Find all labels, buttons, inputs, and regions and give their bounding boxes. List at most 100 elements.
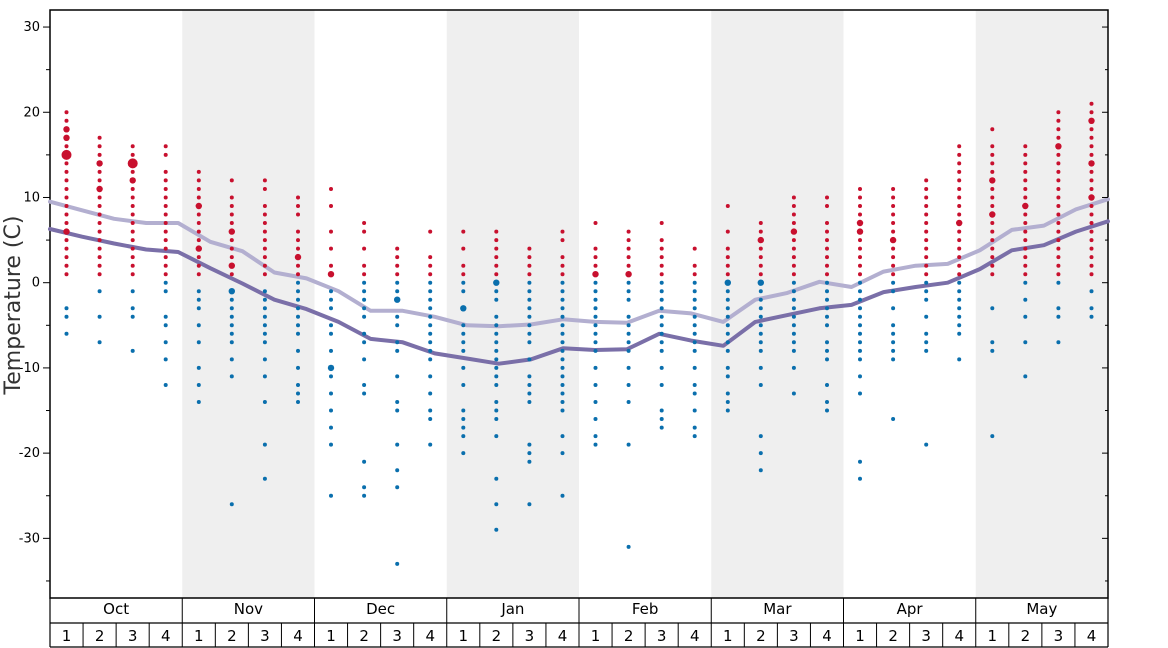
temperature-dot	[957, 306, 962, 311]
temperature-dot	[725, 331, 730, 336]
temperature-dot	[296, 212, 300, 217]
temperature-dot	[97, 204, 102, 208]
temperature-dot	[725, 323, 730, 328]
temperature-dot	[494, 246, 499, 251]
temperature-dot	[957, 331, 962, 336]
temperature-dot	[924, 263, 929, 268]
temperature-dot	[659, 272, 664, 277]
temperature-dot	[228, 228, 235, 235]
temperature-dot	[527, 459, 532, 464]
temperature-dot	[1056, 110, 1061, 115]
temperature-dot	[858, 459, 862, 464]
temperature-dot	[1023, 169, 1028, 174]
temperature-dot	[460, 305, 467, 312]
temperature-dot	[97, 314, 102, 319]
temperature-dot	[924, 331, 929, 336]
temperature-dot	[527, 263, 532, 268]
temperature-dot	[229, 178, 234, 183]
temperature-dot	[560, 408, 565, 413]
temperature-dot	[990, 161, 995, 166]
temperature-dot	[262, 297, 267, 302]
temperature-dot	[97, 212, 102, 217]
temperature-dot	[428, 289, 433, 294]
temperature-dot	[130, 263, 135, 268]
temperature-dot	[791, 340, 796, 345]
temperature-dot	[791, 238, 796, 243]
temperature-dot	[990, 229, 995, 234]
temperature-dot	[395, 255, 400, 260]
temperature-dot	[329, 246, 333, 251]
temperature-dot	[758, 229, 763, 234]
temperature-dot	[659, 417, 664, 421]
temperature-dot	[659, 323, 664, 328]
temperature-dot	[891, 357, 896, 362]
temperature-dot	[593, 383, 598, 387]
temperature-dot	[494, 408, 499, 413]
temperature-dot	[825, 263, 829, 268]
temperature-dot	[493, 279, 500, 286]
temperature-dot	[990, 348, 995, 353]
temperature-dot	[362, 357, 367, 362]
temperature-dot	[560, 391, 565, 396]
temperature-dot	[990, 255, 995, 260]
temperature-dot	[957, 195, 962, 200]
temperature-dot	[1056, 314, 1061, 319]
temperature-dot	[130, 272, 135, 277]
temperature-dot	[494, 357, 499, 362]
temperature-dot	[593, 400, 598, 404]
temperature-dot	[262, 323, 267, 328]
temperature-dot	[97, 144, 102, 149]
temperature-dot	[461, 383, 466, 387]
temperature-dot	[64, 118, 69, 123]
temperature-dot	[957, 246, 962, 251]
temperature-dot	[494, 434, 499, 439]
temperature-dot	[196, 400, 201, 404]
temperature-dot	[858, 204, 862, 208]
temperature-dot	[97, 272, 102, 277]
temperature-dot	[1089, 212, 1094, 217]
temperature-dot	[1088, 117, 1095, 125]
week-label: 3	[657, 627, 667, 645]
temperature-dot	[957, 289, 962, 294]
week-label: 4	[558, 627, 568, 645]
temperature-dot	[494, 476, 499, 481]
temperature-dot	[1023, 374, 1028, 379]
temperature-dot	[725, 408, 730, 413]
temperature-dot	[494, 289, 499, 294]
temperature-dot	[725, 306, 730, 311]
temperature-dot	[394, 296, 401, 303]
temperature-dot	[1056, 212, 1061, 217]
temperature-dot	[163, 195, 168, 200]
week-label: 3	[392, 627, 402, 645]
temperature-dot	[527, 255, 532, 260]
temperature-dot	[825, 238, 829, 243]
week-label: 2	[756, 627, 766, 645]
temperature-dot	[825, 314, 829, 319]
temperature-dot	[97, 238, 102, 243]
week-label: 2	[359, 627, 369, 645]
temperature-dot	[560, 314, 565, 319]
x-axis: Oct 1 2 3 4 Nov 1 2 3 4 Dec 1 2 3 4 Jan 1 2 3 4 Feb 1 2 3 4 Mar 1 2…	[49, 598, 1109, 648]
temperature-dot	[228, 262, 235, 269]
temperature-dot	[196, 306, 201, 311]
week-label: 1	[988, 627, 998, 645]
temperature-dot	[825, 357, 829, 362]
temperature-dot	[889, 236, 897, 244]
temperature-dot	[1089, 255, 1094, 260]
temperature-dot	[527, 383, 532, 387]
temperature-dot	[262, 212, 267, 217]
temperature-dot	[1023, 212, 1028, 217]
temperature-dot	[97, 229, 102, 234]
temperature-dot	[163, 323, 168, 328]
temperature-dot	[1056, 204, 1061, 208]
temperature-dot	[626, 314, 631, 319]
temperature-dot	[990, 152, 995, 157]
temperature-dot	[692, 348, 697, 353]
temperature-dot	[957, 169, 962, 174]
temperature-dot	[858, 238, 862, 243]
week-label: 1	[194, 627, 204, 645]
temperature-dot	[593, 280, 598, 285]
week-label: 2	[888, 627, 898, 645]
temperature-dot	[428, 442, 433, 447]
temperature-dot	[957, 255, 962, 260]
